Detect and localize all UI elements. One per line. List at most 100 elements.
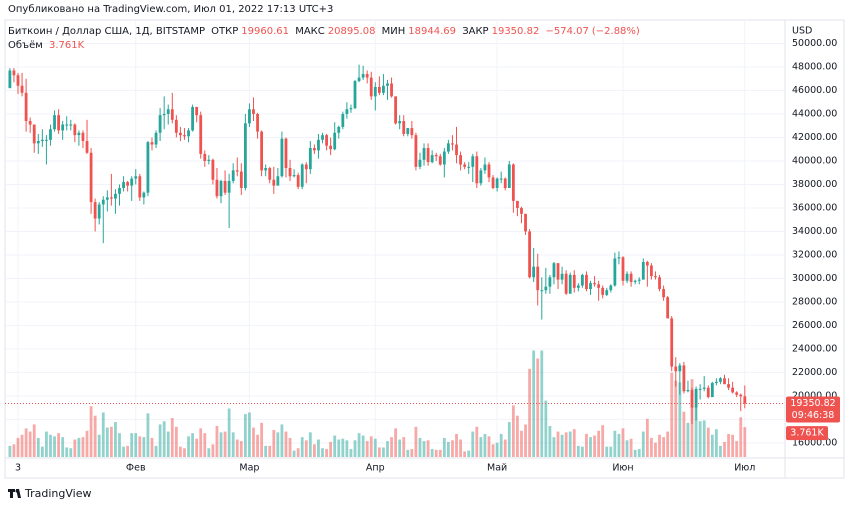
volume-bar	[8, 445, 12, 457]
candle-body	[731, 387, 735, 393]
candle-body	[174, 119, 178, 133]
volume-bar	[313, 444, 316, 457]
candle-body	[613, 258, 617, 286]
volume-bar	[126, 445, 130, 457]
candle-body	[357, 77, 361, 82]
volume-bar	[410, 449, 414, 457]
volume-bar	[203, 433, 207, 457]
volume-bar	[101, 412, 105, 457]
volume-bar	[57, 433, 60, 457]
candle-body	[524, 213, 527, 232]
volume-bar	[239, 441, 243, 457]
candle-body	[727, 384, 730, 388]
candle-body	[670, 318, 674, 367]
volume-bar	[495, 442, 499, 457]
volume-bar	[418, 437, 422, 457]
y-tick-label: 44000.00	[792, 108, 837, 119]
candle-body	[227, 180, 231, 193]
candle-body	[85, 140, 89, 153]
volume-bar	[536, 358, 540, 457]
y-tick-label: 50000.00	[792, 38, 837, 49]
volume-bar	[621, 428, 625, 457]
close-value: 19350.82	[491, 26, 540, 37]
volume-bar	[552, 437, 556, 457]
candle-body	[678, 365, 682, 372]
volume-bar	[528, 368, 532, 457]
volume-value-label: 3.761K	[790, 428, 824, 439]
volume-bar	[446, 441, 450, 457]
volume-bar	[308, 432, 312, 457]
candle-body	[406, 128, 410, 134]
volume-bar	[199, 428, 203, 457]
candle-body	[109, 197, 113, 199]
candle-body	[235, 170, 239, 172]
volume-bar	[702, 420, 706, 457]
candle-body	[105, 197, 109, 200]
volume-bar	[520, 430, 523, 457]
candle-body	[183, 135, 186, 137]
candle-body	[57, 115, 60, 131]
volume-bar	[674, 380, 678, 457]
volume-bar	[540, 350, 544, 457]
candle-body	[36, 140, 40, 144]
candle-body	[296, 175, 300, 187]
volume-bar	[637, 449, 641, 457]
candle-body	[276, 176, 280, 186]
volume-bar	[24, 428, 28, 457]
volume-bar	[191, 433, 194, 457]
last-price-label: 19350.82	[790, 398, 835, 409]
candle-body	[564, 273, 568, 294]
candle-body	[487, 164, 491, 178]
volume-bar	[438, 449, 442, 457]
volume-bar	[361, 435, 365, 457]
volume-bar	[654, 442, 657, 457]
volume-bar	[170, 418, 174, 457]
candle-body	[459, 155, 462, 165]
volume-bar	[475, 426, 479, 457]
volume-bar	[223, 431, 227, 457]
candle-body	[463, 164, 467, 167]
volume-bar	[353, 440, 357, 457]
volume-bar	[296, 448, 300, 457]
volume-bar	[507, 422, 511, 457]
volume-bar	[235, 439, 239, 457]
volume-bar	[422, 441, 426, 457]
volume-bar	[694, 407, 698, 457]
candle-body	[511, 164, 515, 201]
candle-body	[418, 159, 422, 167]
y-tick-label: 28000.00	[792, 296, 837, 307]
volume-value-box	[786, 426, 828, 441]
volume-bar	[138, 436, 142, 457]
candle-body	[686, 390, 690, 392]
volume-bar	[670, 372, 674, 457]
low-label: МИН	[381, 26, 406, 37]
volume-bar	[211, 444, 215, 457]
candle-body	[118, 187, 121, 194]
candle-body	[377, 86, 381, 93]
candle-body	[61, 124, 65, 131]
candle-body	[674, 366, 678, 372]
low-value: 18944.69	[408, 26, 457, 37]
candle-body	[414, 135, 418, 167]
volume-bar	[548, 426, 552, 457]
candle-body	[187, 130, 190, 137]
volume-bar	[280, 424, 284, 457]
candle-body	[162, 113, 166, 116]
last-price-box	[786, 396, 840, 423]
volume-bar	[122, 446, 125, 457]
candle-body	[373, 86, 377, 97]
volume-bar	[174, 426, 178, 457]
candle-body	[122, 182, 125, 188]
candle-body	[536, 266, 540, 291]
volume-bar	[162, 421, 166, 457]
candle-body	[329, 145, 333, 150]
volume-bar	[231, 432, 235, 457]
candle-body	[8, 70, 12, 89]
candle-body	[625, 273, 629, 281]
volume-bar	[593, 435, 596, 457]
candle-body	[532, 266, 536, 278]
candle-body	[483, 164, 487, 171]
candle-body	[101, 199, 105, 205]
candle-body	[191, 106, 194, 131]
